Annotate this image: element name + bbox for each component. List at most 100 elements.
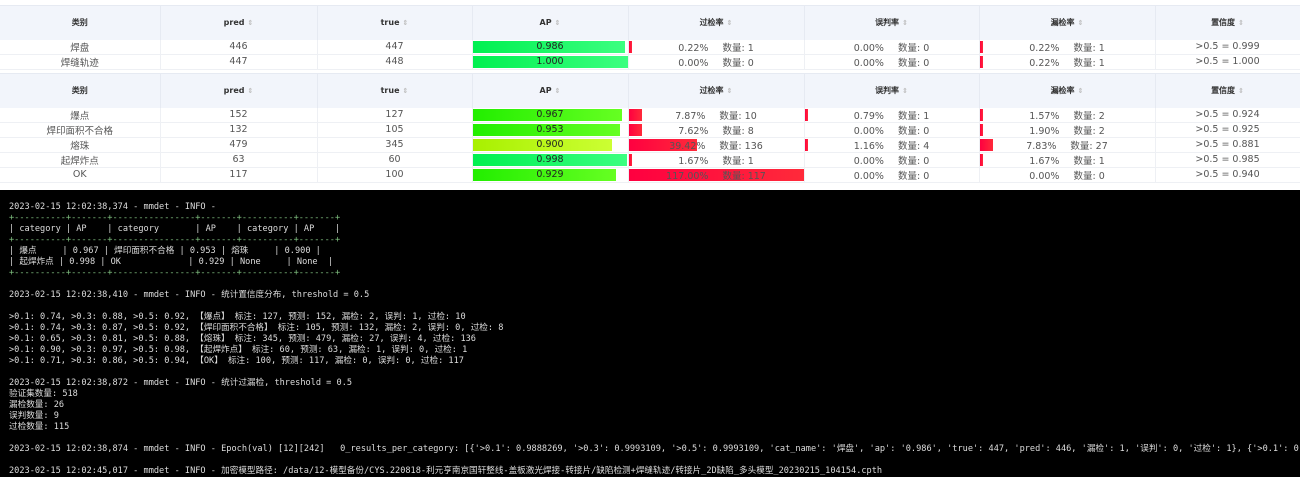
column-header-ap[interactable]: AP ⇕ [472, 5, 629, 40]
table-row[interactable]: 熔珠 479 345 0.900 39.42% 数量: 136 1.16% 数量: 4… [0, 137, 1300, 153]
mis-cell: 0.00% 数量: 0 [804, 39, 980, 55]
true-cell: 127 [317, 107, 473, 123]
pred-cell: 63 [160, 152, 318, 168]
log-line: >0.1: 0.74, >0.3: 0.87, >0.5: 0.92, 【焊印面… [9, 323, 504, 333]
confidence-cell: >0.5 = 0.881 [1155, 137, 1300, 153]
log-line: 过检数量: 115 [9, 422, 70, 432]
true-cell: 100 [317, 167, 473, 183]
over-bar [628, 123, 642, 136]
log-line: | 爆点 | 0.967 | 焊印面积不合格 | 0.953 | 熔珠 | 0.… [9, 246, 321, 256]
sort-icon[interactable]: ⇕ [247, 19, 254, 28]
mis-cell: 0.79% 数量: 1 [804, 107, 980, 123]
log-line [9, 433, 1300, 444]
miss-cell: 7.83% 数量: 27 [979, 137, 1156, 153]
sort-icon[interactable]: ⇕ [902, 19, 908, 28]
over-cell: 0.22% 数量: 1 [628, 39, 805, 55]
log-line: >0.1: 0.74, >0.3: 0.88, >0.5: 0.92, 【爆点】… [9, 312, 466, 322]
sort-icon[interactable]: ⇕ [554, 19, 561, 28]
miss-bar [979, 123, 983, 136]
sort-icon[interactable]: ⇕ [726, 87, 733, 96]
log-line: 2023-02-15 12:02:38,410 - mmdet - INFO -… [9, 290, 370, 300]
column-header-conf[interactable]: 置信度 ⇕ [1155, 5, 1300, 40]
column-header-miss[interactable]: 漏检率 ⇕ [979, 5, 1156, 40]
miss-bar [979, 153, 983, 166]
column-header-over[interactable]: 过检率 ⇕ [628, 73, 805, 108]
table-row[interactable]: 起焊炸点 63 60 0.998 1.67% 数量: 1 0.00% 数量: 0 1.6… [0, 152, 1300, 168]
column-header-conf[interactable]: 置信度 ⇕ [1155, 73, 1300, 108]
log-line: >0.1: 0.90, >0.3: 0.97, >0.5: 0.98, 【起焊炸… [9, 345, 468, 355]
table-row[interactable]: 爆点 152 127 0.967 7.87% 数量: 10 0.79% 数量: 1 1.… [0, 107, 1300, 123]
miss-cell: 1.90% 数量: 2 [979, 122, 1156, 138]
ap-cell: 0.998 [472, 152, 629, 168]
log-line: >0.1: 0.71, >0.3: 0.86, >0.5: 0.94, 【OK】… [9, 356, 464, 366]
console-log: 2023-02-15 12:02:38,374 - mmdet - INFO -… [0, 190, 1300, 477]
category-cell: 焊印面积不合格 [0, 122, 161, 138]
column-header-miss[interactable]: 漏检率 ⇕ [979, 73, 1156, 108]
miss-cell: 0.00% 数量: 0 [979, 167, 1156, 183]
ap-cell: 0.986 [472, 39, 629, 55]
miss-cell: 1.67% 数量: 1 [979, 152, 1156, 168]
sort-icon[interactable]: ⇕ [402, 87, 409, 96]
sort-icon[interactable]: ⇕ [554, 87, 561, 96]
log-line: +----------+-------+----------------+---… [9, 268, 341, 278]
ap-bar [472, 168, 617, 181]
sort-icon[interactable]: ⇕ [1077, 19, 1084, 28]
mis-bar [804, 138, 808, 151]
sort-icon[interactable]: ⇕ [1238, 19, 1244, 28]
log-line: 2023-02-15 12:02:38,874 - mmdet - INFO -… [9, 444, 1300, 454]
confidence-cell: >0.5 = 0.999 [1155, 39, 1300, 55]
ap-cell: 0.929 [472, 167, 629, 183]
column-header-true[interactable]: true ⇕ [317, 5, 473, 40]
miss-bar [979, 138, 994, 151]
category-cell: OK [0, 167, 161, 183]
sort-icon[interactable]: ⇕ [1238, 87, 1244, 96]
table-header: 类别 pred ⇕ true ⇕ AP ⇕ 过检率 ⇕ 误判率 ⇕ 漏检率 ⇕ 置信度 ⇕ [0, 73, 1300, 108]
confidence-cell: >0.5 = 0.924 [1155, 107, 1300, 123]
column-header-true[interactable]: true ⇕ [317, 73, 473, 108]
sort-icon[interactable]: ⇕ [726, 19, 733, 28]
log-line: 漏检数量: 26 [9, 400, 65, 410]
sort-icon[interactable]: ⇕ [1077, 87, 1084, 96]
pred-cell: 447 [160, 54, 318, 70]
table-header: 类别 pred ⇕ true ⇕ AP ⇕ 过检率 ⇕ 误判率 ⇕ 漏检率 ⇕ 置信度 ⇕ [0, 5, 1300, 40]
miss-cell: 0.22% 数量: 1 [979, 39, 1156, 55]
log-line: 2023-02-15 12:02:38,872 - mmdet - INFO -… [9, 378, 353, 388]
sort-icon[interactable]: ⇕ [902, 87, 908, 96]
category-cell: 焊缝轨迹 [0, 54, 161, 70]
category-cell: 起焊炸点 [0, 152, 161, 168]
metrics-table-2: 类别 pred ⇕ true ⇕ AP ⇕ 过检率 ⇕ 误判率 ⇕ 漏检率 ⇕ 置信度 ⇕ 爆点 152 1… [0, 73, 1300, 183]
column-header-over[interactable]: 过检率 ⇕ [628, 5, 805, 40]
ap-bar [472, 153, 628, 166]
pred-cell: 132 [160, 122, 318, 138]
over-bar [628, 40, 632, 53]
table-row[interactable]: 焊印面积不合格 132 105 0.953 7.62% 数量: 8 0.00% 数量:… [0, 122, 1300, 138]
column-header-pred[interactable]: pred ⇕ [160, 73, 318, 108]
confidence-cell: >0.5 = 0.925 [1155, 122, 1300, 138]
over-bar [628, 138, 698, 151]
true-cell: 60 [317, 152, 473, 168]
column-header-mis[interactable]: 误判率 ⇕ [804, 73, 980, 108]
log-line: 验证集数量: 518 [9, 389, 78, 399]
miss-bar [979, 40, 983, 53]
mis-cell: 0.00% 数量: 0 [804, 152, 980, 168]
true-cell: 447 [317, 39, 473, 55]
ap-bar [472, 40, 626, 53]
pred-cell: 117 [160, 167, 318, 183]
column-header-mis[interactable]: 误判率 ⇕ [804, 5, 980, 40]
over-cell: 7.87% 数量: 10 [628, 107, 805, 123]
sort-icon[interactable]: ⇕ [402, 19, 409, 28]
column-header-category: 类别 [0, 5, 161, 40]
table-row[interactable]: OK 117 100 0.929 117.00% 数量: 117 0.00% 数量: … [0, 167, 1300, 183]
miss-bar [979, 108, 983, 121]
miss-bar [979, 55, 983, 68]
log-line: >0.1: 0.65, >0.3: 0.81, >0.5: 0.88, 【熔珠】… [9, 334, 476, 344]
column-header-ap[interactable]: AP ⇕ [472, 73, 629, 108]
over-cell: 7.62% 数量: 8 [628, 122, 805, 138]
table-row[interactable]: 焊盘 446 447 0.986 0.22% 数量: 1 0.00% 数量: 0 0.2… [0, 39, 1300, 55]
pred-cell: 446 [160, 39, 318, 55]
mis-bar [804, 108, 808, 121]
column-header-pred[interactable]: pred ⇕ [160, 5, 318, 40]
sort-icon[interactable]: ⇕ [247, 87, 254, 96]
log-line: 2023-02-15 12:02:45,017 - mmdet - INFO -… [9, 466, 883, 476]
